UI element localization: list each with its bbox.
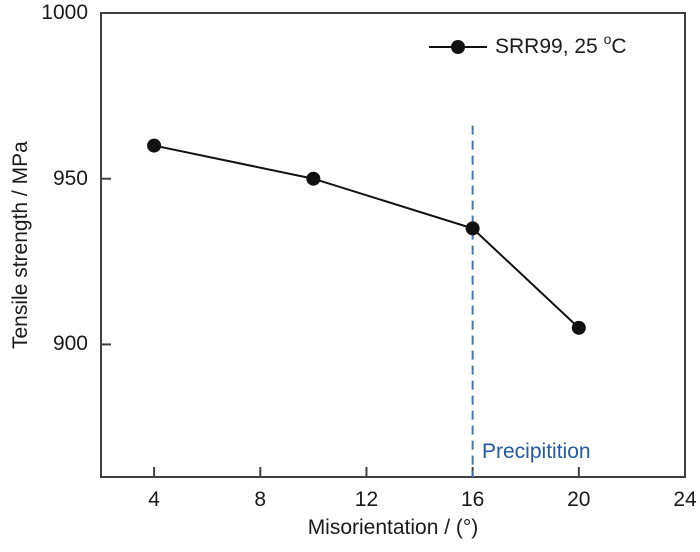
y-tick-label: 900 xyxy=(52,332,88,356)
data-point xyxy=(306,171,321,186)
precipitation-annotation: Precipitition xyxy=(482,440,591,463)
y-tick-label: 950 xyxy=(52,166,88,190)
x-tick-label: 16 xyxy=(460,488,485,511)
plot-frame xyxy=(100,12,686,478)
y-axis-title: Tensile strength / MPa xyxy=(9,141,32,349)
x-tick-label: 4 xyxy=(148,488,160,511)
x-tick-label: 24 xyxy=(673,488,697,511)
x-axis-title: Misorientation / (°) xyxy=(307,516,479,539)
legend-label: SRR99, 25 oC xyxy=(495,32,627,59)
legend-marker-icon xyxy=(451,40,465,54)
legend-unit: C xyxy=(611,35,627,58)
y-tick-label: 1000 xyxy=(41,1,88,24)
legend-series-name: SRR99, 25 xyxy=(495,35,604,58)
x-tick-label: 12 xyxy=(354,488,379,511)
data-point xyxy=(465,221,480,236)
x-tick-label: 8 xyxy=(254,488,267,511)
series-line xyxy=(153,144,580,329)
data-point xyxy=(147,138,162,153)
degree-superscript-icon: o xyxy=(603,31,612,47)
data-point xyxy=(571,320,586,335)
x-tick-label: 20 xyxy=(567,488,591,511)
